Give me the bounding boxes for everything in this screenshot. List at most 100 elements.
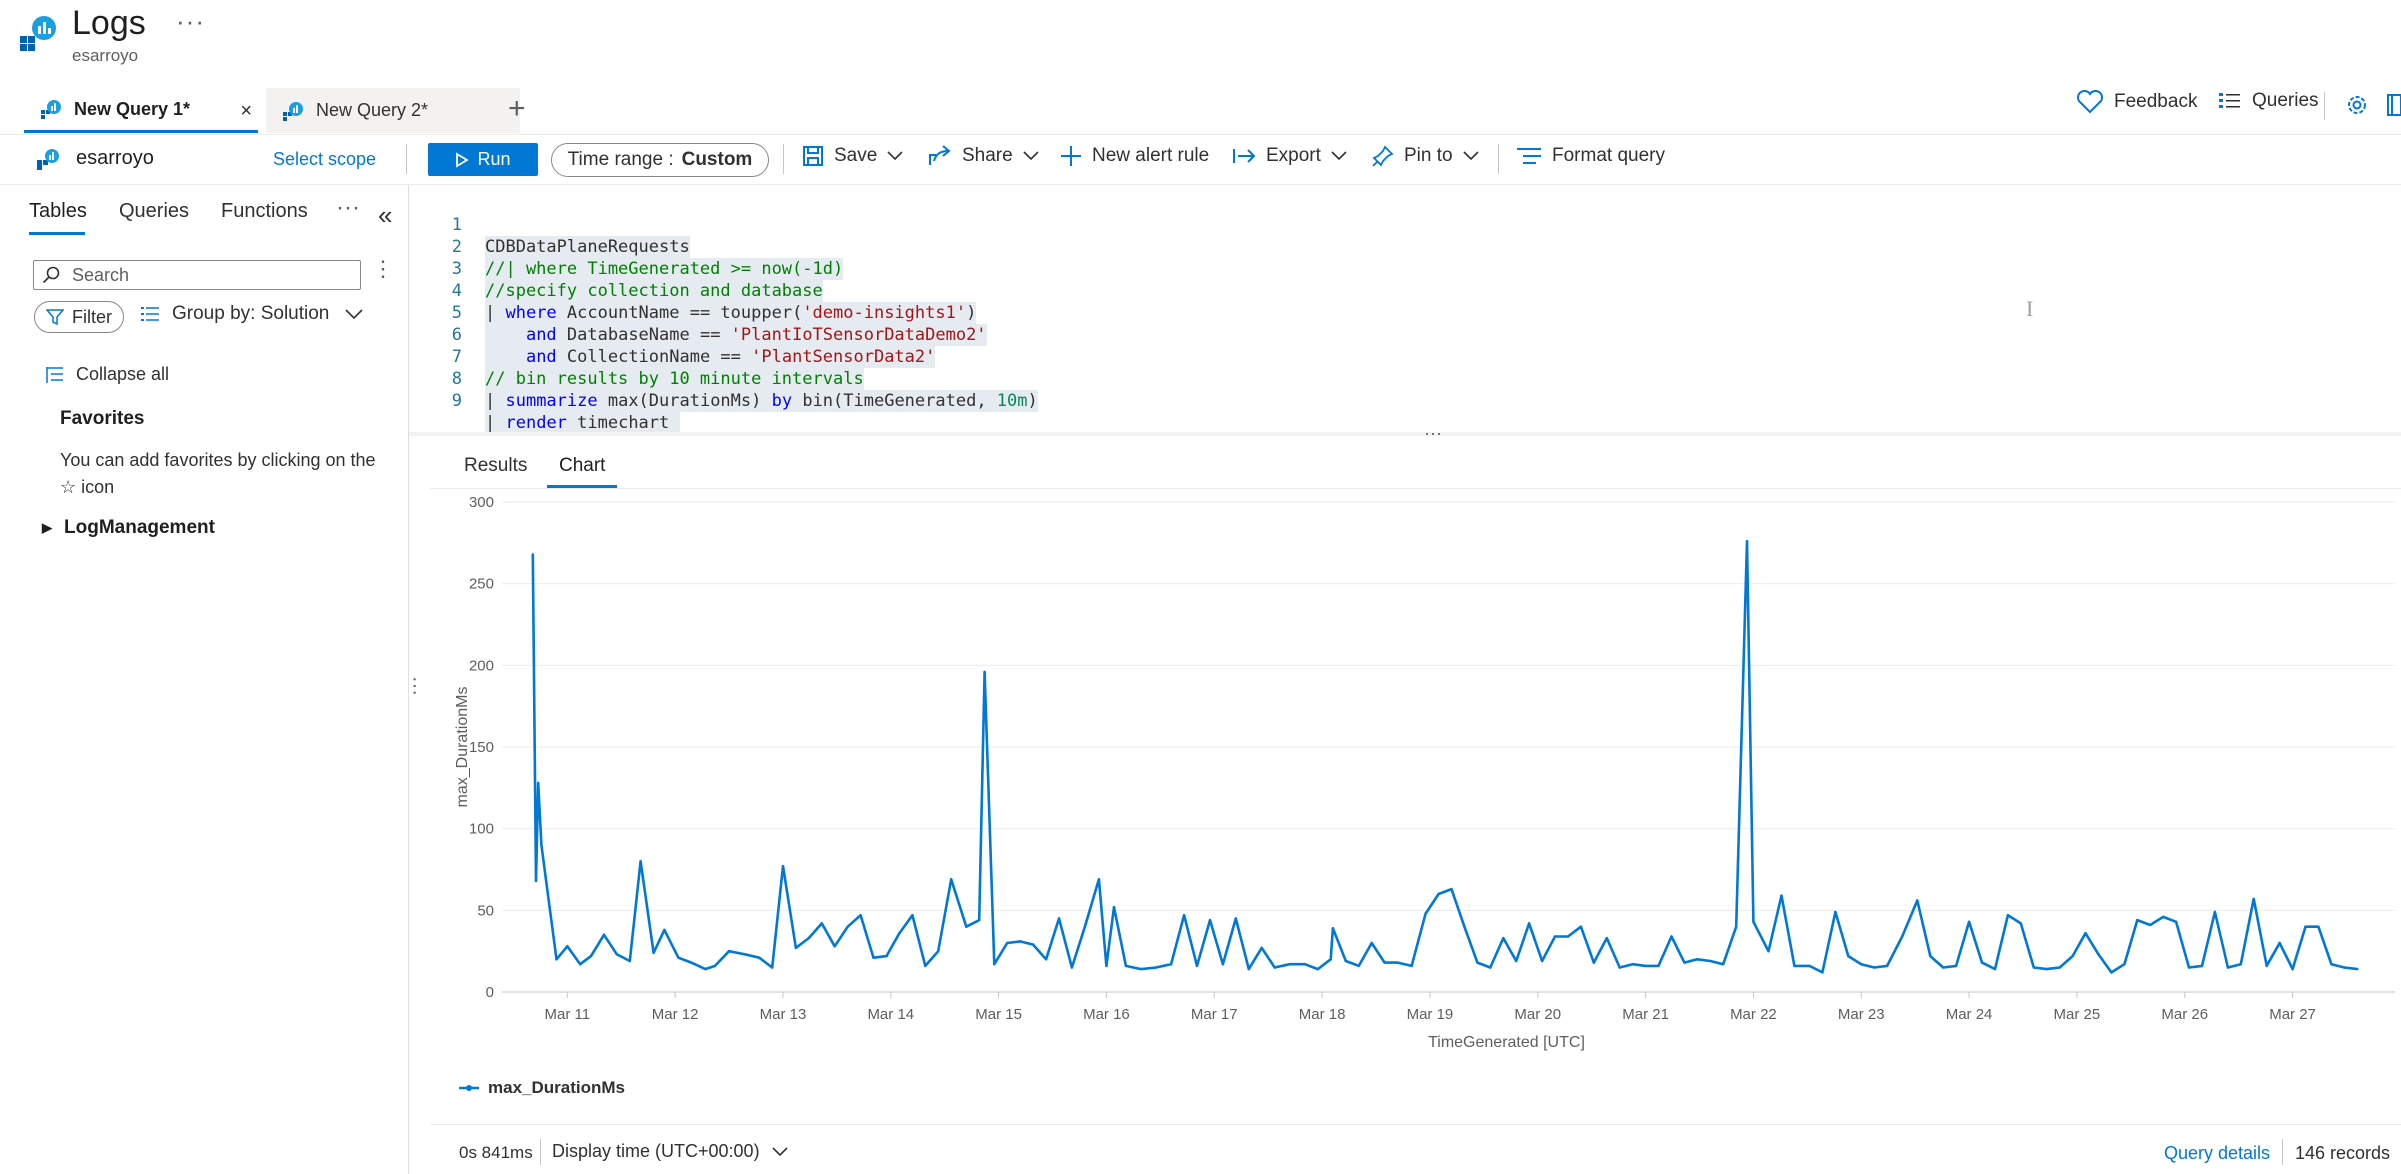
share-button[interactable]: Share xyxy=(928,145,1039,167)
editor-line: 8 | summarize max(DurationMs) by bin(Tim… xyxy=(440,346,1038,412)
close-tab-icon[interactable]: × xyxy=(240,100,252,122)
series-line-max-durationms[interactable] xyxy=(531,539,2358,974)
data-point xyxy=(2330,963,2333,966)
chart-legend[interactable]: max_DurationMs xyxy=(458,1078,625,1098)
data-point xyxy=(2187,966,2191,969)
y-tick-label: 50 xyxy=(477,902,494,919)
data-point xyxy=(758,956,761,959)
data-point xyxy=(1860,963,1863,966)
data-point xyxy=(1019,940,1022,943)
data-point xyxy=(885,954,888,958)
data-point xyxy=(1273,966,1276,969)
panel-resize-handle[interactable]: ··· xyxy=(404,676,426,696)
splitter-handle[interactable]: ··· xyxy=(1424,423,1442,443)
search-options-button[interactable]: ⋮ xyxy=(372,256,394,281)
queries-label: Queries xyxy=(2252,90,2319,111)
add-tab-button[interactable]: + xyxy=(508,92,526,125)
x-axis-ticks: Mar 11 Mar 12 Mar 13 Mar 14 Mar 15 Mar 16 Mar … xyxy=(545,992,2316,1023)
data-point xyxy=(615,953,619,956)
search-icon xyxy=(42,266,60,284)
data-point xyxy=(2213,910,2217,914)
gear-icon[interactable] xyxy=(2344,92,2370,118)
query-tab-1[interactable]: New Query 1* × xyxy=(24,88,258,133)
feedback-button[interactable]: Feedback xyxy=(2076,90,2197,114)
x-tick-label: Mar 12 xyxy=(652,1006,699,1023)
queries-list-icon xyxy=(2219,93,2240,108)
data-point xyxy=(602,933,606,936)
data-point xyxy=(1112,905,1116,909)
data-point xyxy=(1303,963,1307,966)
editor-results-splitter[interactable] xyxy=(409,432,2401,436)
select-scope-link[interactable]: Select scope xyxy=(273,149,377,169)
y-tick-label: 100 xyxy=(469,821,494,838)
export-icon xyxy=(1233,149,1256,163)
search-input-wrapper[interactable] xyxy=(33,260,361,290)
series-points xyxy=(531,540,2359,974)
x-tick-label: Mar 24 xyxy=(1946,1006,1993,1023)
tab-chart[interactable]: Chart xyxy=(559,455,606,476)
record-count: 146 records xyxy=(2295,1143,2391,1163)
display-time-dropdown[interactable]: Display time (UTC+00:00) xyxy=(552,1141,788,1162)
data-point xyxy=(1834,910,1837,914)
code-line: | render timechart xyxy=(485,412,680,434)
data-point xyxy=(2265,964,2268,968)
data-point xyxy=(704,967,707,971)
data-point xyxy=(1605,936,1609,940)
save-button[interactable]: Save xyxy=(802,145,903,167)
data-point xyxy=(566,945,569,948)
queries-button[interactable]: Queries xyxy=(2218,90,2319,112)
chevron-down-icon xyxy=(1463,151,1479,161)
code-line: and CollectionName == 'PlantSensorData2' xyxy=(485,346,936,368)
data-point xyxy=(1993,967,1997,971)
collapse-all-button[interactable]: Collapse all xyxy=(46,364,169,385)
display-time-label: Display time (UTC+00:00) xyxy=(552,1141,760,1161)
tab-functions[interactable]: Functions xyxy=(221,200,308,222)
filter-button[interactable]: Filter xyxy=(34,301,124,333)
page-subtitle: esarroyo xyxy=(72,46,139,65)
book-icon[interactable] xyxy=(2386,92,2401,118)
data-point xyxy=(744,953,747,956)
divider xyxy=(0,184,2401,185)
divider xyxy=(540,1139,541,1165)
save-icon xyxy=(803,146,823,166)
group-by-dropdown[interactable]: Group by: Solution xyxy=(140,303,375,325)
tab-tables[interactable]: Tables xyxy=(29,200,87,222)
pin-to-button[interactable]: Pin to xyxy=(1372,145,1479,167)
divider xyxy=(783,144,784,174)
query-editor[interactable]: 1 CDBDataPlaneRequests 2 //| where TimeG… xyxy=(440,192,2401,434)
more-tabs-button[interactable]: ··· xyxy=(336,194,360,221)
code-line: CDBDataPlaneRequests xyxy=(485,236,690,258)
more-options-button[interactable]: ··· xyxy=(176,6,205,36)
tab-queries[interactable]: Queries xyxy=(119,200,190,222)
tree-item-logmanagement[interactable]: ▶ LogManagement xyxy=(42,517,215,539)
new-alert-rule-button[interactable]: New alert rule xyxy=(1060,145,1209,167)
x-tick-label: Mar 27 xyxy=(2269,1006,2316,1023)
format-query-label: Format query xyxy=(1552,145,1665,166)
data-point xyxy=(2226,966,2230,969)
search-input[interactable] xyxy=(70,263,344,287)
data-point xyxy=(1767,950,1770,953)
query-tab-2[interactable]: New Query 2* xyxy=(266,88,520,133)
query-details-link[interactable]: Query details xyxy=(2164,1143,2271,1163)
data-point xyxy=(965,925,968,928)
run-button[interactable]: Run xyxy=(428,143,538,176)
data-point xyxy=(1821,971,1824,974)
divider xyxy=(0,134,2401,135)
code-line: | where AccountName == toupper('demo-ins… xyxy=(485,302,977,324)
data-point xyxy=(2317,925,2320,928)
data-point xyxy=(1683,961,1686,964)
time-range-picker[interactable]: Time range : Custom xyxy=(551,143,769,177)
tree-item-label: LogManagement xyxy=(64,517,215,538)
data-point xyxy=(2032,966,2036,969)
line-number: 7 xyxy=(451,347,462,367)
collapse-panel-button[interactable]: « xyxy=(378,200,393,230)
data-point xyxy=(781,865,785,868)
chevron-down-icon xyxy=(887,151,903,161)
export-button[interactable]: Export xyxy=(1232,145,1347,167)
active-tab-indicator xyxy=(547,485,617,488)
pin-to-label: Pin to xyxy=(1404,145,1453,166)
tab-results[interactable]: Results xyxy=(464,455,528,476)
data-point xyxy=(1370,941,1373,945)
data-point xyxy=(983,670,986,674)
format-query-button[interactable]: Format query xyxy=(1516,145,1665,167)
